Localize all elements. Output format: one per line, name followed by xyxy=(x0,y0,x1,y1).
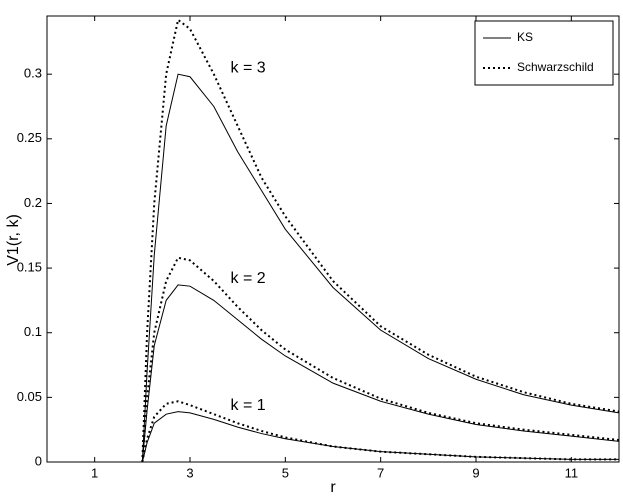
curve-annotation: k = 2 xyxy=(231,270,266,287)
line-curve xyxy=(141,411,619,463)
y-tick-label: 0 xyxy=(35,453,42,468)
x-tick-label: 11 xyxy=(565,465,579,480)
line-curve xyxy=(141,73,620,463)
curve-annotation: k = 3 xyxy=(231,59,266,76)
x-tick-label: 7 xyxy=(377,465,384,480)
plot-frame xyxy=(46,15,620,463)
x-tick-label: 3 xyxy=(186,465,193,480)
x-tick-label: 1 xyxy=(91,465,98,480)
legend-label: KS xyxy=(517,30,533,44)
curve-annotation: k = 1 xyxy=(231,397,266,414)
y-tick-label: 0.1 xyxy=(24,324,42,339)
y-tick-label: 0.2 xyxy=(24,195,42,210)
line-curve xyxy=(141,256,620,463)
x-axis-label: r xyxy=(330,479,336,496)
line-curve xyxy=(141,284,620,463)
y-tick-label: 0.05 xyxy=(17,389,42,404)
x-tick-label: 9 xyxy=(472,465,479,480)
y-axis-label: V1(r, k) xyxy=(5,214,22,266)
legend-box xyxy=(474,20,614,86)
y-tick-label: 0.15 xyxy=(17,260,42,275)
y-tick-label: 0.25 xyxy=(17,130,42,145)
line-curve xyxy=(141,18,620,463)
x-tick-label: 5 xyxy=(282,465,289,480)
line-curve xyxy=(141,400,619,463)
legend: KS Schwarzschild xyxy=(474,20,614,86)
legend-label: Schwarzschild xyxy=(517,60,594,74)
y-tick-label: 0.3 xyxy=(24,66,42,81)
